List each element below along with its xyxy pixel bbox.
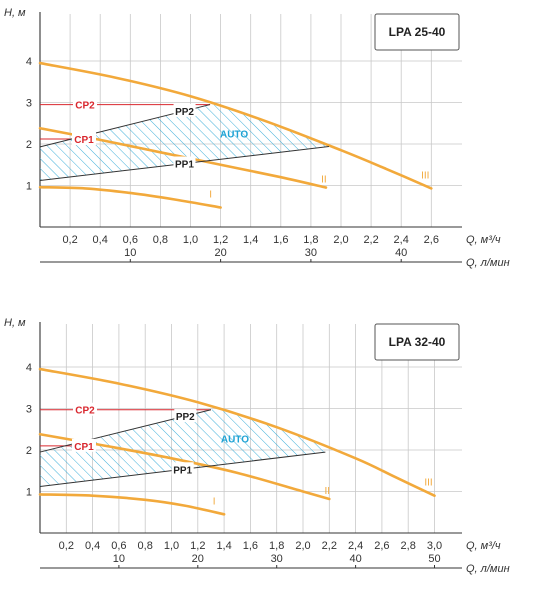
x-tick-label: 2,2 — [363, 234, 378, 246]
x-tick-label: 1,2 — [190, 540, 205, 552]
label-backing — [173, 156, 196, 170]
x2-axis-label: Q, л/мин — [466, 257, 510, 269]
chart-2: 1 2 3 4 H, м 0,2 0,4 0,6 0,8 1,0 1,2 1,4 1,6 1,8 2,0 2,… — [4, 317, 510, 575]
x-tick-label: 3,0 — [427, 540, 442, 552]
curve-i — [38, 493, 226, 516]
x-tick-label: 1,6 — [273, 234, 288, 246]
x-tick-label: 0,2 — [62, 234, 77, 246]
y-axis-label: H, м — [4, 7, 26, 19]
y-tick-label: 2 — [26, 445, 32, 457]
x2-tick-label: 10 — [124, 247, 136, 259]
x2-tick-label: 40 — [395, 247, 407, 259]
x-tick-label: 1,6 — [243, 540, 258, 552]
x-tick-label: 0,8 — [153, 234, 168, 246]
series-label-pp2: PP2 — [176, 412, 195, 423]
chart-1: 1 2 3 4 H, м 0,2 0,4 0,6 0,8 1,0 1,2 1,4 1,6 1,8 2,0 2,… — [4, 7, 510, 269]
x-tick-label: 0,2 — [59, 540, 74, 552]
x-tick-label: 0,6 — [123, 234, 138, 246]
x-tick-label: 0,6 — [111, 540, 126, 552]
curve-label-iii: III — [424, 478, 432, 489]
y-tick-label: 4 — [26, 56, 32, 68]
series-label-cp2: CP2 — [75, 406, 95, 417]
label-backing — [73, 402, 97, 416]
x-tick-label: 2,8 — [401, 540, 416, 552]
label-backing — [173, 103, 196, 117]
x2-tick-label: 20 — [214, 247, 226, 259]
label-backing — [72, 438, 96, 452]
series-label-cp2: CP2 — [75, 101, 95, 112]
x-tick-label: 2,6 — [424, 234, 439, 246]
auto-region — [40, 104, 329, 181]
series-label-cp1: CP1 — [74, 442, 94, 453]
x-tick-label: 1,8 — [269, 540, 284, 552]
x-tick-label: 0,8 — [138, 540, 153, 552]
x2-tick-label: 10 — [113, 553, 125, 565]
x-tick-label: 0,4 — [85, 540, 100, 552]
x-tick-label: 2,2 — [322, 540, 337, 552]
x2-tick-label: 20 — [192, 553, 204, 565]
label-backing — [72, 132, 96, 146]
x-tick-label: 2,4 — [348, 540, 363, 552]
x2-axis-label: Q, л/мин — [466, 563, 510, 575]
curve-label-ii: II — [321, 175, 327, 186]
y-tick-label: 3 — [26, 404, 32, 416]
x-tick-label: 2,0 — [295, 540, 310, 552]
x-tick-label: 1,8 — [303, 234, 318, 246]
model-title: LPA 32-40 — [389, 335, 446, 349]
model-title-box — [374, 13, 460, 51]
auto-region-label: AUTO — [220, 130, 248, 141]
series-label-pp1: PP1 — [175, 160, 194, 171]
x-axis-label: Q, м³/ч — [466, 234, 501, 246]
auto-region-label: AUTO — [221, 435, 249, 446]
curve-label-ii: II — [325, 486, 331, 497]
y-tick-label: 4 — [26, 362, 32, 374]
x2-tick-label: 50 — [428, 553, 440, 565]
curve-i — [38, 185, 222, 209]
x-tick-label: 0,4 — [93, 234, 108, 246]
x-axis-label: Q, м³/ч — [466, 540, 501, 552]
x-tick-label: 1,0 — [183, 234, 198, 246]
x-tick-label: 2,0 — [333, 234, 348, 246]
curve-iii — [38, 61, 433, 190]
auto-region — [40, 408, 326, 487]
x2-tick-label: 40 — [349, 553, 361, 565]
label-backing — [174, 409, 197, 423]
curve-iii — [38, 367, 436, 497]
x-tick-label: 1,4 — [243, 234, 258, 246]
x-tick-label: 1,0 — [164, 540, 179, 552]
x-tick-label: 1,4 — [216, 540, 231, 552]
x2-tick-label: 30 — [305, 247, 317, 259]
label-backing — [171, 462, 194, 476]
y-axis-label: H, м — [4, 317, 26, 329]
series-label-cp1: CP1 — [74, 135, 94, 146]
model-title: LPA 25-40 — [389, 25, 446, 39]
y-tick-label: 1 — [26, 181, 32, 193]
x-tick-label: 2,6 — [374, 540, 389, 552]
curve-label-i: I — [213, 496, 216, 507]
y-tick-label: 2 — [26, 139, 32, 151]
series-label-pp1: PP1 — [173, 465, 192, 476]
x-tick-label: 2,4 — [394, 234, 409, 246]
model-title-box — [374, 323, 460, 361]
x2-tick-label: 30 — [271, 553, 283, 565]
y-tick-label: 1 — [26, 487, 32, 499]
curve-label-iii: III — [421, 170, 429, 181]
x-tick-label: 1,2 — [213, 234, 228, 246]
label-backing — [73, 97, 97, 111]
series-label-pp2: PP2 — [175, 107, 194, 118]
y-tick-label: 3 — [26, 98, 32, 110]
curve-label-i: I — [209, 189, 212, 200]
curve-ii — [38, 432, 331, 501]
